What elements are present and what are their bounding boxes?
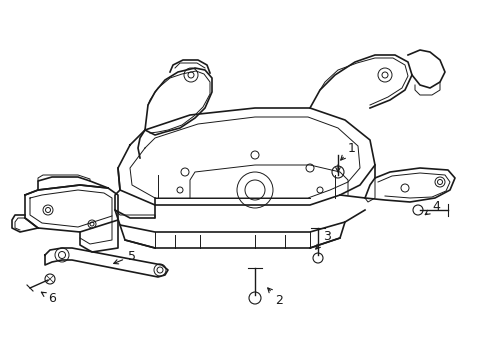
Text: 4: 4 bbox=[425, 201, 440, 215]
Text: 2: 2 bbox=[268, 288, 283, 306]
Text: 5: 5 bbox=[114, 249, 136, 264]
Text: 3: 3 bbox=[316, 230, 331, 249]
Text: 6: 6 bbox=[41, 292, 56, 306]
Text: 1: 1 bbox=[341, 141, 356, 160]
